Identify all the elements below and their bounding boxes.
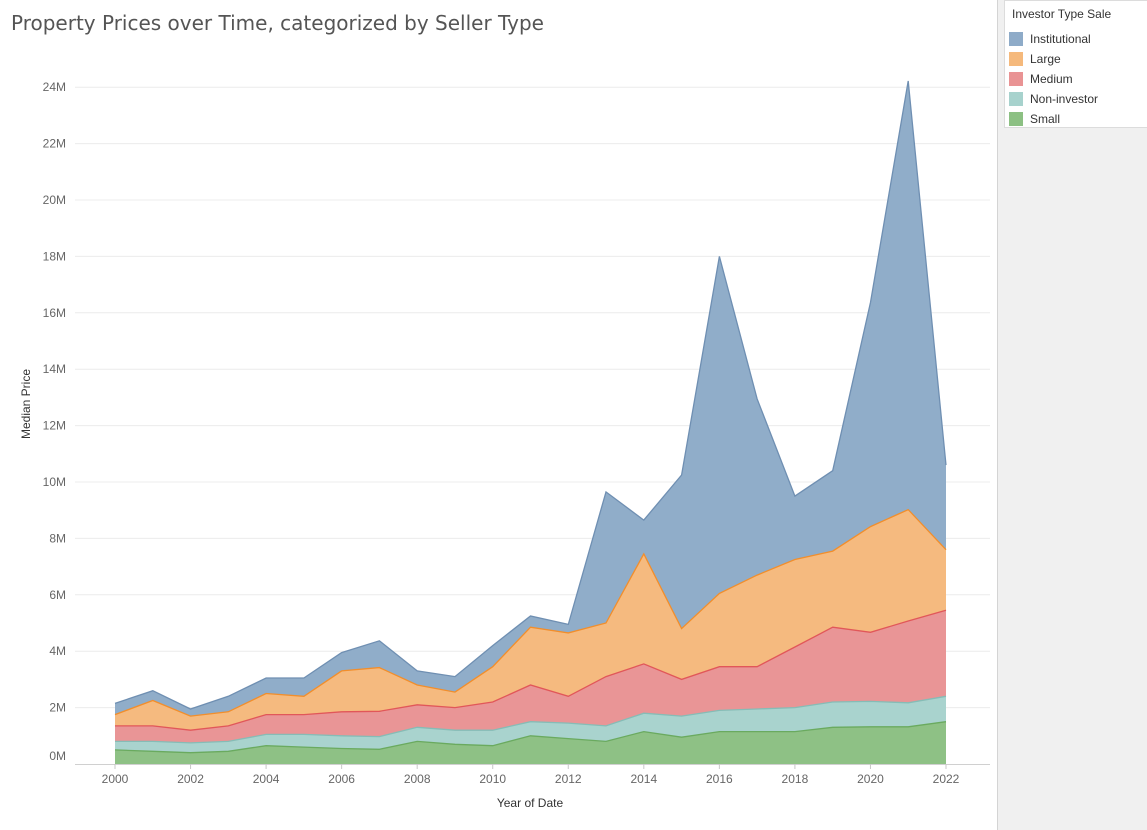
y-tick-label: 20M	[43, 193, 66, 207]
y-tick-label: 18M	[43, 249, 66, 263]
x-tick-label: 2002	[177, 772, 204, 786]
legend-label: Institutional	[1030, 32, 1091, 46]
x-tick-label: 2014	[630, 772, 657, 786]
x-tick-label: 2010	[479, 772, 506, 786]
legend-swatch-small	[1009, 112, 1023, 126]
x-tick-label: 2018	[782, 772, 809, 786]
y-tick-label: 14M	[43, 362, 66, 376]
x-tick-label: 2012	[555, 772, 582, 786]
legend-swatch-medium	[1009, 72, 1023, 86]
legend-label: Medium	[1030, 72, 1073, 86]
legend-swatch-institutional	[1009, 32, 1023, 46]
y-tick-label: 2M	[49, 701, 66, 715]
side-panel: Investor Type Sale Institutional Large M…	[997, 0, 1147, 830]
x-tick-label: 2004	[253, 772, 280, 786]
legend-item-non-investor[interactable]: Non-investor	[1009, 90, 1145, 108]
y-tick-label: 8M	[49, 531, 66, 545]
y-tick-label: 12M	[43, 419, 66, 433]
area-non-investor	[115, 696, 946, 753]
y-tick-label: 22M	[43, 137, 66, 151]
y-tick-label: 6M	[49, 588, 66, 602]
legend-label: Non-investor	[1030, 92, 1099, 106]
y-tick-label: 16M	[43, 306, 66, 320]
legend-swatch-large	[1009, 52, 1023, 66]
x-tick-label: 2006	[328, 772, 355, 786]
series-lines	[114, 80, 947, 754]
plot-area: 0M 2M 4M 6M 8M 10M 12M 14M 16M 18M 20M 22M 24M 2000 20…	[19, 80, 990, 810]
chart-pane: Property Prices over Time, categorized b…	[11, 11, 990, 810]
area-series	[115, 81, 946, 764]
line-medium	[115, 609, 947, 731]
x-tick-label: 2000	[102, 772, 129, 786]
area-small	[115, 721, 946, 764]
legend-item-institutional[interactable]: Institutional	[1009, 30, 1145, 48]
legend-swatch-non-investor	[1009, 92, 1023, 106]
legend-item-small[interactable]: Small	[1009, 110, 1145, 128]
x-tick-label: 2008	[404, 772, 431, 786]
legend-item-large[interactable]: Large	[1009, 50, 1145, 68]
legend-label: Large	[1030, 52, 1061, 66]
line-large	[114, 508, 947, 717]
x-tick-label: 2020	[857, 772, 884, 786]
x-axis-title: Year of Date	[497, 796, 564, 810]
x-tick-label: 2016	[706, 772, 733, 786]
legend-title: Investor Type Sale	[1012, 7, 1112, 21]
chart-title: Property Prices over Time, categorized b…	[11, 11, 544, 35]
y-tick-label: 10M	[43, 475, 66, 489]
legend-label: Small	[1030, 112, 1061, 126]
y-axis-title: Median Price	[19, 369, 33, 439]
line-non-investor	[115, 695, 947, 744]
line-institutional	[114, 80, 947, 710]
axes: 0M 2M 4M 6M 8M 10M 12M 14M 16M 18M 20M 22M 24M 2000 20…	[43, 80, 990, 786]
y-tick-label: 0M	[49, 749, 66, 763]
legend-item-medium[interactable]: Medium	[1009, 70, 1145, 88]
y-tick-label: 4M	[49, 644, 66, 658]
line-small	[114, 721, 947, 754]
legend: Investor Type Sale Institutional Large M…	[1004, 0, 1147, 128]
area-institutional	[115, 81, 946, 717]
y-tick-label: 24M	[43, 80, 66, 94]
x-tick-label: 2022	[933, 772, 960, 786]
